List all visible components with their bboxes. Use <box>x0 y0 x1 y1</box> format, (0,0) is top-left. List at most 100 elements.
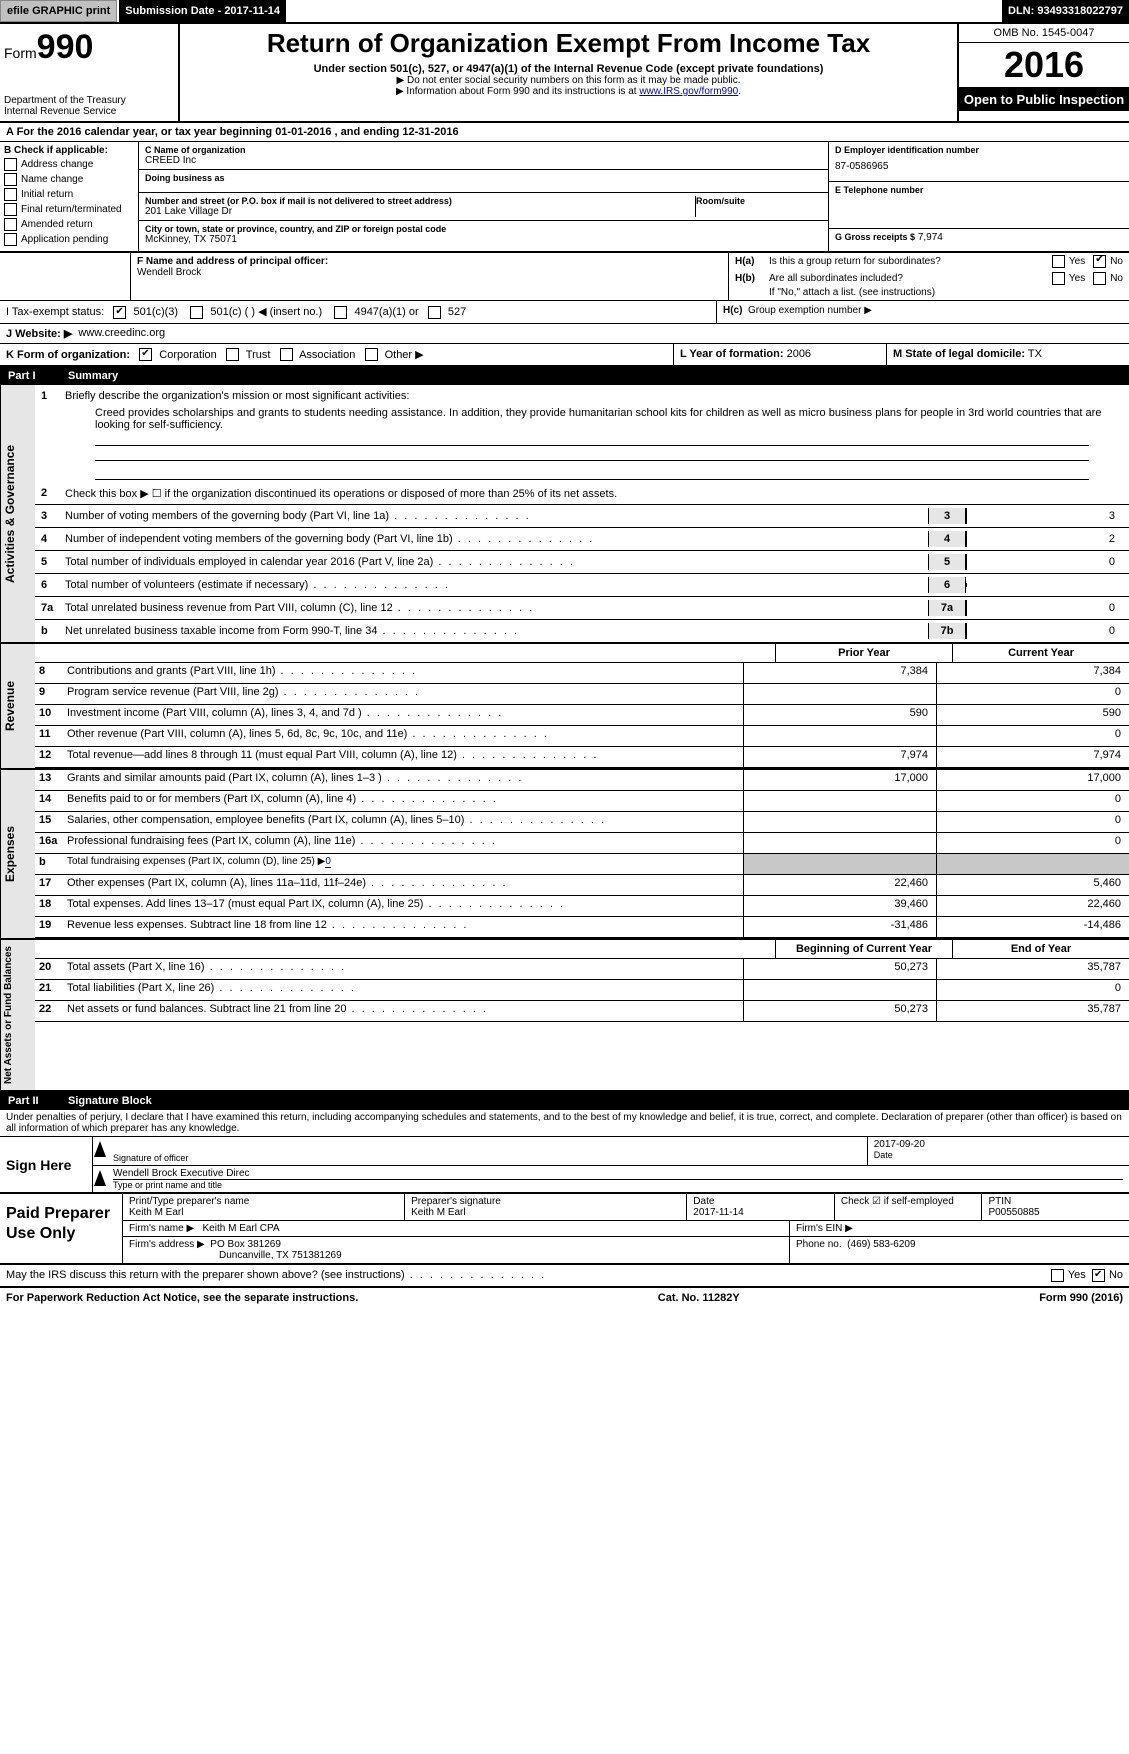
prep-date: 2017-11-14 <box>693 1207 828 1218</box>
netassets-vlabel: Net Assets or Fund Balances <box>0 940 35 1090</box>
prep-date-label: Date <box>693 1196 828 1207</box>
mission-text: Creed provides scholarships and grants t… <box>35 407 1129 431</box>
sign-here-label: Sign Here <box>0 1137 92 1192</box>
website: www.creedinc.org <box>78 327 165 339</box>
firm-phone: (469) 583-6209 <box>847 1239 915 1250</box>
paid-row-3: Firm's address ▶ PO Box 381269 Duncanvil… <box>123 1237 1129 1263</box>
room-box: Room/suite <box>696 196 822 217</box>
cb-501c[interactable] <box>190 306 203 319</box>
sig-date-cell: 2017-09-20 Date <box>867 1137 1129 1165</box>
f-h-row: F Name and address of principal officer:… <box>0 253 1129 301</box>
klm-row: K Form of organization: Corporation Trus… <box>0 344 1129 368</box>
header-right: OMB No. 1545-0047 2016 Open to Public In… <box>957 24 1129 121</box>
sig-name-cell: Wendell Brock Executive Direc Type or pr… <box>107 1166 1129 1192</box>
cb-other[interactable] <box>365 348 378 361</box>
gov-row: 7aTotal unrelated business revenue from … <box>35 596 1129 619</box>
dba-box: Doing business as <box>139 170 828 193</box>
ha-no-cb[interactable] <box>1093 255 1106 268</box>
q2-line: 2 Check this box ▶ ☐ if the organization… <box>35 482 1129 504</box>
k-form-org: K Form of organization: Corporation Trus… <box>0 344 673 366</box>
l-label: L Year of formation: <box>680 348 784 360</box>
ul2 <box>95 448 1089 461</box>
gov-content: 1 Briefly describe the organization's mi… <box>35 385 1129 642</box>
paid-row-2: Firm's name ▶ Keith M Earl CPA Firm's EI… <box>123 1221 1129 1237</box>
prep-ptin-label: PTIN <box>988 1196 1123 1207</box>
num-row: 15Salaries, other compensation, employee… <box>35 812 1129 833</box>
tax-exempt-status: I Tax-exempt status: 501(c)(3) 501(c) ( … <box>0 301 716 323</box>
netassets-head: Beginning of Current Year End of Year <box>35 940 1129 959</box>
cb-initial-return[interactable]: Initial return <box>4 188 134 201</box>
cb-corp[interactable] <box>139 348 152 361</box>
prep-ptin-cell: PTIN P00550885 <box>982 1194 1129 1220</box>
hb-yes-cb[interactable] <box>1052 272 1065 285</box>
org-name: CREED Inc <box>145 155 822 166</box>
prep-sig-label: Preparer's signature <box>411 1196 680 1207</box>
cb-assoc[interactable] <box>280 348 293 361</box>
footer-form-num: 990 <box>1070 1292 1088 1304</box>
prep-name-label: Print/Type preparer's name <box>129 1196 398 1207</box>
num-row: 18Total expenses. Add lines 13–17 (must … <box>35 896 1129 917</box>
ha-yes-cb[interactable] <box>1052 255 1065 268</box>
i-label: I Tax-exempt status: <box>6 306 104 318</box>
num-row: 13Grants and similar amounts paid (Part … <box>35 770 1129 791</box>
revenue-rows: 8Contributions and grants (Part VIII, li… <box>35 663 1129 768</box>
footer-mid: Cat. No. 11282Y <box>658 1292 740 1304</box>
cb-final-return[interactable]: Final return/terminated <box>4 203 134 216</box>
efile-print-button[interactable]: efile GRAPHIC print <box>0 0 117 22</box>
k-label: K Form of organization: <box>6 349 130 361</box>
pycy-head: Prior Year Current Year <box>35 644 1129 663</box>
form-990-page: efile GRAPHIC print Submission Date - 20… <box>0 0 1129 1308</box>
omb-number: OMB No. 1545-0047 <box>959 24 1129 43</box>
city-box: City or town, state or province, country… <box>139 221 828 248</box>
cb-address-change[interactable]: Address change <box>4 158 134 171</box>
col-c-org: C Name of organization CREED Inc Doing b… <box>139 142 828 251</box>
q1-text: Briefly describe the organization's miss… <box>65 390 1123 402</box>
prep-name: Keith M Earl <box>129 1207 398 1218</box>
irs-link[interactable]: www.IRS.gov/form990 <box>639 86 738 97</box>
num-row: 11Other revenue (Part VIII, column (A), … <box>35 726 1129 747</box>
firm-addr: PO Box 381269 <box>210 1239 281 1250</box>
cb-4947[interactable] <box>334 306 347 319</box>
form-number: Form990 <box>4 28 174 67</box>
hb-no-cb[interactable] <box>1093 272 1106 285</box>
col-de: D Employer identification number 87-0586… <box>828 142 1129 251</box>
sig-arrow-1 <box>93 1137 107 1165</box>
opt-4947: 4947(a)(1) or <box>354 306 418 318</box>
header-mid: Return of Organization Exempt From Incom… <box>180 24 957 121</box>
cb-amended-label: Amended return <box>21 219 93 230</box>
revenue-vlabel: Revenue <box>0 644 35 768</box>
q1-line: 1 Briefly describe the organization's mi… <box>35 385 1129 407</box>
cb-app-pending[interactable]: Application pending <box>4 233 134 246</box>
ein: 87-0586965 <box>835 161 1123 172</box>
erowb-text: Total fundraising expenses (Part IX, col… <box>67 856 325 867</box>
gross-receipts: 7,974 <box>918 232 943 243</box>
part1-title: Summary <box>68 370 118 382</box>
firm-phone-label: Phone no. <box>796 1239 842 1250</box>
submission-date: Submission Date - 2017-11-14 <box>119 0 286 22</box>
cb-trust[interactable] <box>226 348 239 361</box>
spacer <box>290 0 1002 22</box>
erowb-n: b <box>35 854 67 874</box>
cb-527[interactable] <box>428 306 441 319</box>
col-b-checkboxes: B Check if applicable: Address change Na… <box>0 142 139 251</box>
sign-here-area: Sign Here Signature of officer 2017-09-2… <box>0 1137 1129 1194</box>
num-row: 17Other expenses (Part IX, column (A), l… <box>35 875 1129 896</box>
gross-receipts-box: G Gross receipts $ 7,974 <box>829 229 1129 246</box>
opt-501c: 501(c) ( ) ◀ (insert no.) <box>210 306 322 318</box>
cb-name-change[interactable]: Name change <box>4 173 134 186</box>
opt-assoc: Association <box>299 349 355 361</box>
num-row: 9Program service revenue (Part VIII, lin… <box>35 684 1129 705</box>
hc-text: Group exemption number ▶ <box>748 305 872 316</box>
num-row: 21Total liabilities (Part X, line 26)0 <box>35 980 1129 1001</box>
q2-text: Check this box ▶ ☐ if the organization d… <box>65 487 1123 500</box>
gov-row: bNet unrelated business taxable income f… <box>35 619 1129 642</box>
cb-amended[interactable]: Amended return <box>4 218 134 231</box>
tax-year: 2016 <box>959 43 1129 88</box>
discuss-no-cb[interactable] <box>1092 1269 1105 1282</box>
firm-addr2: Duncanville, TX 751381269 <box>129 1250 783 1261</box>
cb-501c3[interactable] <box>113 306 126 319</box>
part2-title: Signature Block <box>68 1095 152 1107</box>
discuss-yes-cb[interactable] <box>1051 1269 1064 1282</box>
opt-trust: Trust <box>246 349 271 361</box>
end-year-head: End of Year <box>952 940 1129 958</box>
